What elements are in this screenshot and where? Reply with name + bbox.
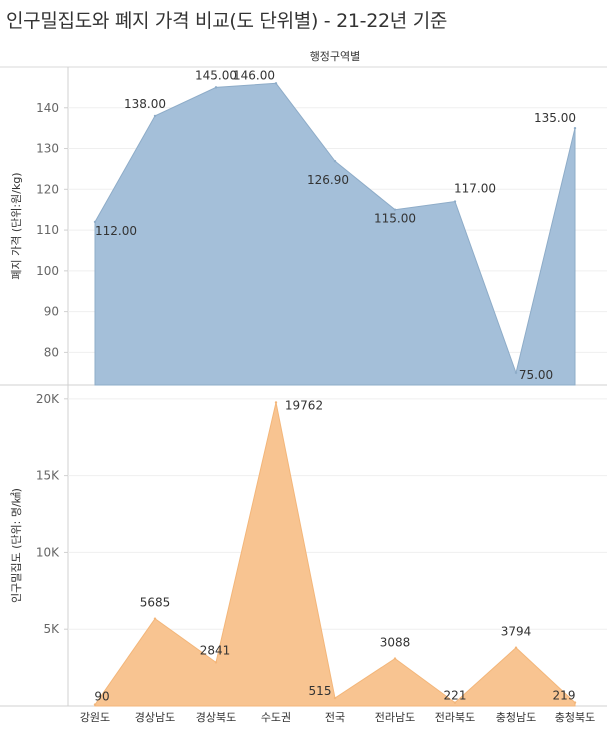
x-tick-label: 전국: [325, 711, 345, 724]
page-title: 인구밀집도와 폐지 가격 비교(도 단위별) - 21-22년 기준: [6, 10, 448, 32]
data-label: 5685: [140, 596, 171, 610]
data-point-1-7: [514, 646, 518, 649]
area-series-0: [94, 82, 576, 386]
data-label: 135.00: [534, 111, 576, 125]
data-label: 515: [309, 684, 332, 698]
y-axis-title: 인구밀집도 (단위: 명/㎢): [10, 488, 23, 603]
data-label: 19762: [285, 398, 323, 412]
y-tick-label: 130: [36, 142, 59, 156]
data-label: 219: [553, 689, 576, 703]
data-point-1-5: [393, 657, 397, 660]
y-tick-label: 10K: [36, 545, 60, 559]
y-tick-label: 120: [36, 182, 59, 196]
data-label: 3088: [380, 636, 411, 650]
data-label: 90: [94, 690, 109, 704]
data-label: 145.00: [195, 68, 237, 82]
x-tick-label: 수도권: [261, 711, 291, 724]
data-point-0-3: [274, 82, 278, 85]
x-tick-label: 강원도: [80, 711, 110, 724]
y-tick-label: 90: [44, 305, 59, 319]
y-tick-label: 20K: [36, 392, 60, 406]
x-tick-label: 경상북도: [196, 711, 236, 724]
data-label: 221: [444, 689, 467, 703]
data-label: 146.00: [233, 68, 275, 82]
data-point-0-5: [393, 208, 397, 211]
column-header: 행정구역별: [310, 50, 361, 63]
data-point-0-2: [214, 86, 218, 89]
x-tick-label: 전라북도: [435, 711, 475, 724]
data-point-0-0: [93, 220, 97, 224]
data-point-0-6: [453, 200, 457, 203]
y-tick-label: 140: [36, 101, 59, 115]
data-point-1-2: [214, 661, 218, 664]
data-label: 75.00: [519, 368, 553, 382]
data-point-0-1: [153, 114, 157, 118]
y-tick-label: 15K: [36, 469, 60, 483]
x-tick-label: 전라남도: [375, 711, 415, 724]
y-tick-label: 100: [36, 264, 59, 278]
data-label: 126.90: [307, 173, 349, 187]
data-label: 112.00: [95, 224, 137, 238]
data-point-1-1: [153, 617, 157, 620]
data-point-1-6: [453, 701, 457, 704]
data-point-0-4: [333, 159, 337, 163]
data-label: 2841: [200, 643, 231, 657]
data-point-1-8: [573, 701, 577, 704]
area-series-1: [94, 402, 576, 707]
y-axis-title: 폐지 가격 (단위:원/kg): [10, 172, 23, 279]
data-point-1-4: [333, 696, 337, 700]
x-tick-label: 충청북도: [555, 711, 595, 724]
x-tick-label: 경상남도: [135, 711, 175, 724]
data-point-1-3: [274, 401, 278, 404]
data-label: 138.00: [124, 97, 166, 111]
data-label: 115.00: [374, 212, 416, 226]
y-tick-label: 5K: [43, 622, 60, 636]
data-point-0-7: [514, 371, 518, 374]
data-label: 3794: [501, 625, 532, 639]
x-tick-label: 충청남도: [496, 711, 536, 724]
y-tick-label: 80: [44, 345, 59, 359]
data-point-1-0: [93, 703, 97, 706]
y-tick-label: 110: [36, 223, 59, 237]
data-point-0-8: [573, 126, 577, 130]
data-label: 117.00: [454, 182, 496, 196]
